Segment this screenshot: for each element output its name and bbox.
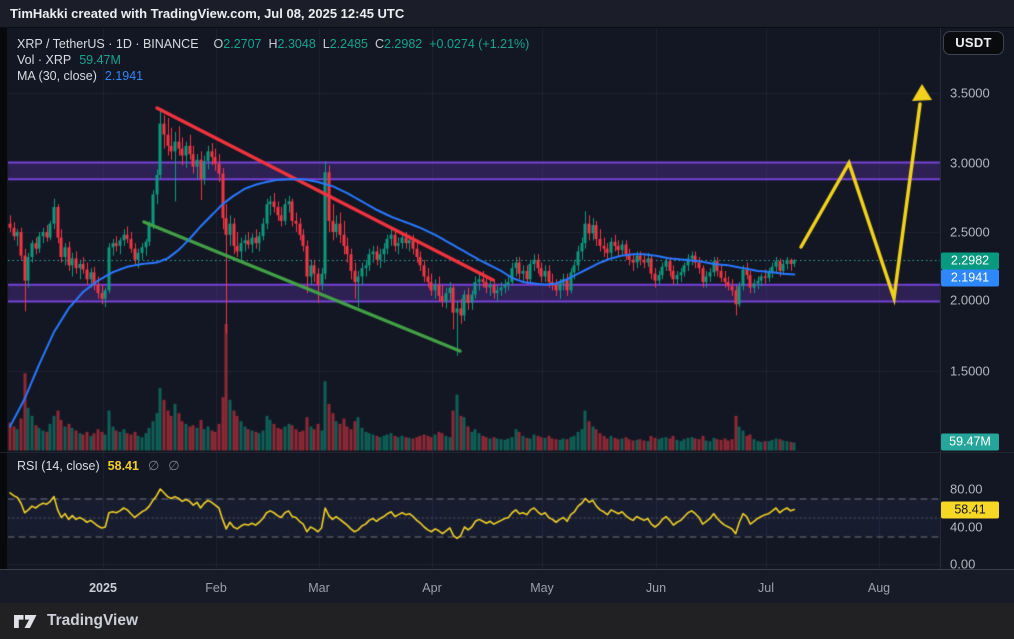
price-axis-tick: 1.5000 (950, 363, 990, 379)
rsi-legend[interactable]: RSI (14, close) 58.41 ∅ ∅ (17, 458, 180, 474)
volume-label: Vol · XRP (17, 53, 72, 67)
time-axis-label: Jul (758, 581, 774, 595)
ma-value: 2.1941 (104, 69, 144, 83)
price-axis-tick: 2.5000 (950, 224, 990, 240)
tradingview-logo-icon[interactable] (13, 612, 38, 631)
rsi-value-badge: 58.41 (941, 501, 999, 519)
open-label: O (213, 37, 224, 51)
high-label: H (268, 37, 278, 51)
attribution-bar: TimHakki created with TradingView.com, J… (0, 0, 1014, 28)
currency-toggle-label: USDT (955, 35, 992, 50)
attribution-text: TimHakki created with TradingView.com, J… (10, 6, 405, 21)
rsi-title[interactable]: RSI (14, close) (17, 459, 100, 473)
time-axis-label: Jun (645, 581, 667, 595)
change-value: +0.0274 (+1.21%) (429, 37, 530, 51)
currency-toggle-button[interactable]: USDT (943, 31, 1004, 55)
symbol-legend-main-row[interactable]: XRP / TetherUS · 1D · BINANCE O2.2707 H2.3… (17, 36, 529, 52)
open-value: 2.2707 (223, 37, 262, 51)
footer-brand-text[interactable]: TradingView (47, 612, 139, 629)
low-value: 2.2485 (329, 37, 368, 51)
time-axis-label: Apr (422, 581, 442, 595)
time-axis-label: Mar (308, 581, 330, 595)
close-value: 2.2982 (384, 37, 423, 51)
symbol-legend: XRP / TetherUS · 1D · BINANCE O2.2707 H2.3… (17, 36, 529, 84)
time-axis[interactable] (0, 569, 1014, 603)
time-axis-label: 2025 (89, 581, 117, 595)
price-axis-separator (940, 28, 941, 569)
rsi-axis-tick: 80.00 (950, 481, 983, 497)
panel-separator[interactable] (0, 452, 1014, 453)
rsi-source-hidden-icon[interactable]: ∅ (168, 458, 180, 473)
rsi-axis-tick: 40.00 (950, 519, 983, 535)
ma-legend-row[interactable]: MA (30, close) 2.1941 (17, 68, 529, 84)
volume-value: 59.47M (79, 53, 121, 67)
footer-bar: TradingView (0, 603, 1014, 639)
rsi-source-hidden-icon[interactable]: ∅ (147, 458, 160, 473)
price-axis-tick: 2.0000 (950, 292, 990, 308)
left-margin (0, 28, 7, 569)
low-label: L (322, 37, 330, 51)
volume-legend-row[interactable]: Vol · XRP 59.47M (17, 52, 529, 68)
ma-value-badge: 2.1941 (941, 269, 999, 287)
price-axis-tick: 3.5000 (950, 85, 990, 101)
rsi-value: 58.41 (107, 459, 139, 473)
high-value: 2.3048 (277, 37, 316, 51)
rsi-axis-tick: 0.00 (950, 556, 976, 572)
ma-label: MA (30, close) (17, 69, 97, 83)
close-label: C (374, 37, 384, 51)
time-axis-label: Aug (867, 581, 891, 595)
symbol-title[interactable]: XRP / TetherUS · 1D · BINANCE (17, 37, 199, 51)
last-price-badge: 2.2982 (941, 252, 999, 270)
volume-value-badge: 59.47M (941, 433, 999, 451)
price-axis-tick: 3.0000 (950, 155, 990, 171)
time-axis-label: May (530, 581, 554, 595)
time-axis-label: Feb (205, 581, 227, 595)
